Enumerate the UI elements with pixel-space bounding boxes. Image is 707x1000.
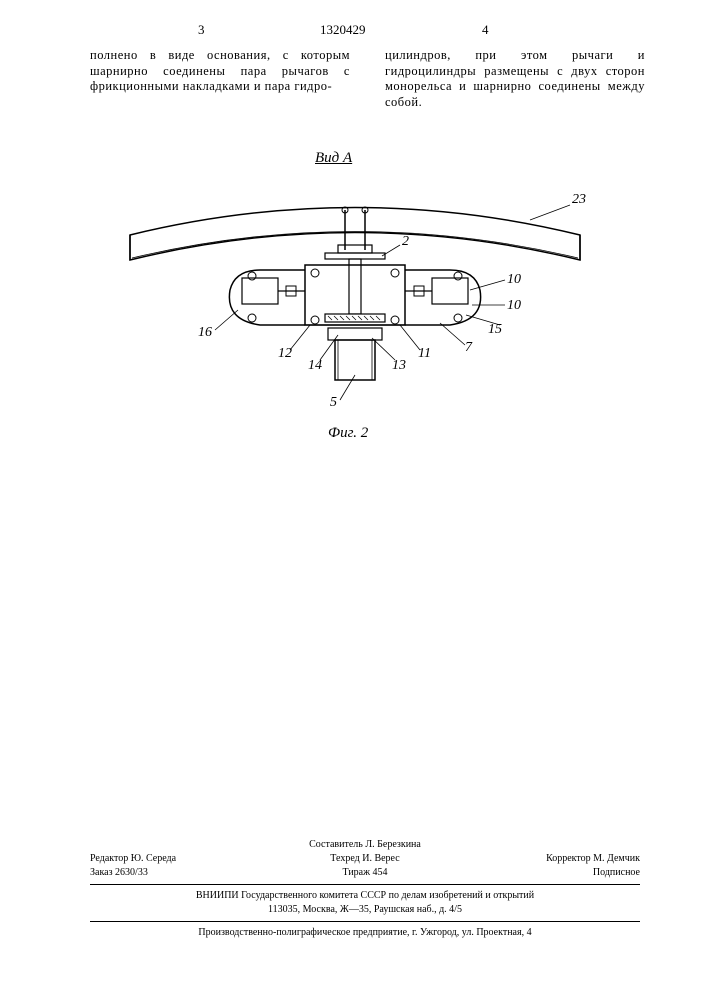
text-column-right: цилиндров, при этом рычаги и гидроцилинд… [385,48,645,111]
callout-11: 11 [418,346,431,362]
callout-15: 15 [488,322,502,338]
figure-2: Вид А [60,150,650,490]
footer-compiler: Составитель Л. Березкина [273,838,456,852]
text-column-left: полнено в виде основания, с которым шарн… [90,48,350,95]
callout-16: 16 [198,325,212,341]
footer-vniipi: ВНИИПИ Государственного комитета СССР по… [90,889,640,903]
page-number-right: 4 [482,22,489,38]
footer-order: Заказ 2630/33 [90,866,273,880]
footer-editor: Редактор Ю. Середа [90,852,273,866]
figure-caption: Фиг. 2 [328,425,368,442]
footer-subscr: Подписное [457,866,640,880]
footer-corrector: Корректор М. Демчик [457,852,640,866]
callout-2: 2 [402,234,409,250]
callout-13: 13 [392,358,406,374]
callout-7: 7 [465,340,472,356]
callout-14: 14 [308,358,322,374]
footer-block: Составитель Л. Березкина Редактор Ю. Сер… [90,838,640,940]
callout-12: 12 [278,346,292,362]
footer-press: Производственно-полиграфическое предприя… [90,926,640,940]
document-number: 1320429 [320,22,366,38]
page-number-left: 3 [198,22,205,38]
callout-10a: 10 [507,272,521,288]
callout-23: 23 [572,192,586,208]
footer-addr1: 113035, Москва, Ж—35, Раушская наб., д. … [90,903,640,917]
callout-10b: 10 [507,298,521,314]
figure-view-title: Вид А [315,150,352,167]
callout-5: 5 [330,395,337,411]
footer-tehred: Техред И. Верес [273,852,456,866]
figure-svg [60,150,650,460]
footer-tirage: Тираж 454 [273,866,456,880]
